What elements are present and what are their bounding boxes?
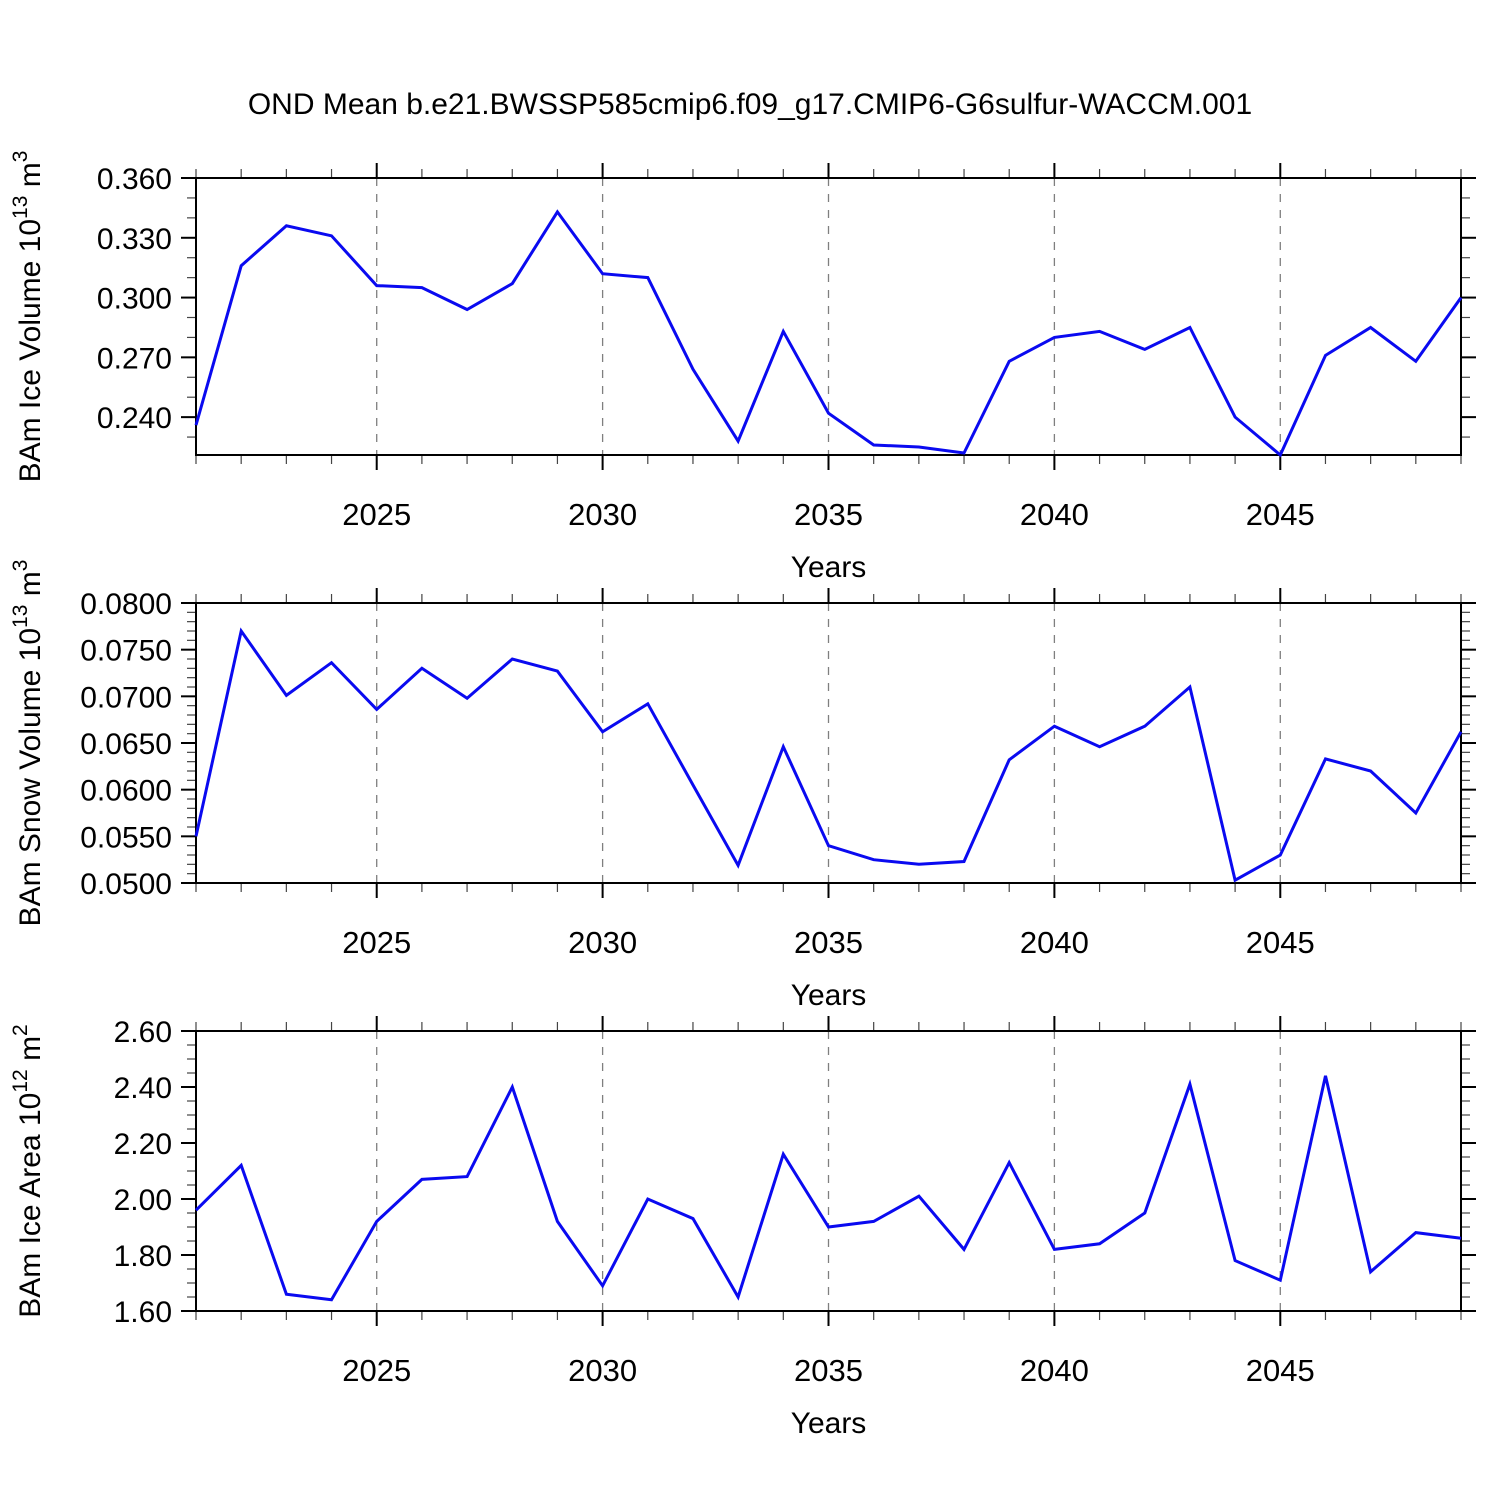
x-tick-label: 2035	[794, 925, 863, 960]
x-tick-label: 2025	[342, 497, 411, 532]
y-tick-label: 2.60	[114, 1016, 172, 1049]
x-tick-label: 2040	[1020, 925, 1089, 960]
y-tick-label: 0.0700	[80, 681, 172, 714]
x-tick-label: 2035	[794, 1353, 863, 1388]
y-tick-label: 0.270	[97, 342, 172, 375]
y-tick-label: 0.0550	[80, 821, 172, 854]
plot-frame	[195, 1030, 1462, 1312]
y-tick-label: 0.240	[97, 402, 172, 435]
y-tick-label: 2.40	[114, 1072, 172, 1105]
y-tick-label: 1.80	[114, 1240, 172, 1273]
y-tick-label: 0.0600	[80, 775, 172, 808]
y-tick-label: 0.0500	[80, 868, 172, 901]
y-tick-label: 0.0750	[80, 635, 172, 668]
y-tick-label: 2.20	[114, 1128, 172, 1161]
x-tick-label: 2030	[568, 1353, 637, 1388]
axis-title-x: Years	[791, 551, 867, 584]
data-line-snow-volume	[194, 627, 1463, 883]
x-tick-label: 2025	[342, 1353, 411, 1388]
x-tick-label: 2035	[794, 497, 863, 532]
data-line-ice-area	[194, 1075, 1462, 1302]
axis-title-y: BAm Ice Area 1012 m2	[9, 1024, 47, 1318]
y-tick-label: 1.60	[114, 1296, 172, 1329]
x-tick-label: 2040	[1020, 497, 1089, 532]
y-tick-label: 2.00	[114, 1184, 172, 1217]
x-tick-label: 2030	[568, 497, 637, 532]
data-line-ice-volume	[194, 209, 1463, 458]
x-tick-label: 2045	[1246, 925, 1315, 960]
axis-title-x: Years	[791, 1407, 867, 1440]
page-title: OND Mean b.e21.BWSSP585cmip6.f09_g17.CMI…	[247, 88, 1253, 121]
panel-ice-area: 1.60 1.80 2.00 2.20 2.40 2.60 2025 2030 2035 2040…	[9, 1016, 1476, 1440]
x-tick-label: 2045	[1246, 1353, 1315, 1388]
panel-snow-volume: 0.0500 0.0550 0.0600 0.0650 0.0700 0.0750 0.08…	[9, 560, 1476, 1012]
panel-ice-volume: 0.240 0.270 0.300 0.330 0.360 2025 2030 2035 204…	[9, 151, 1476, 584]
y-tick-label: 0.330	[97, 223, 172, 256]
y-tick-label: 0.0800	[80, 588, 172, 621]
x-tick-label: 2040	[1020, 1353, 1089, 1388]
y-tick-label: 0.300	[97, 283, 172, 316]
plot-frame	[195, 602, 1462, 884]
axis-title-y: BAm Snow Volume 1013 m3	[9, 560, 47, 927]
x-tick-label: 2025	[342, 925, 411, 960]
axis-title-y: BAm Ice Volume 1013 m3	[9, 151, 47, 483]
y-tick-label: 0.360	[97, 163, 172, 196]
plot-frame	[195, 177, 1462, 456]
x-tick-label: 2045	[1246, 497, 1315, 532]
axis-title-x: Years	[791, 979, 867, 1012]
x-tick-label: 2030	[568, 925, 637, 960]
y-tick-label: 0.0650	[80, 728, 172, 761]
